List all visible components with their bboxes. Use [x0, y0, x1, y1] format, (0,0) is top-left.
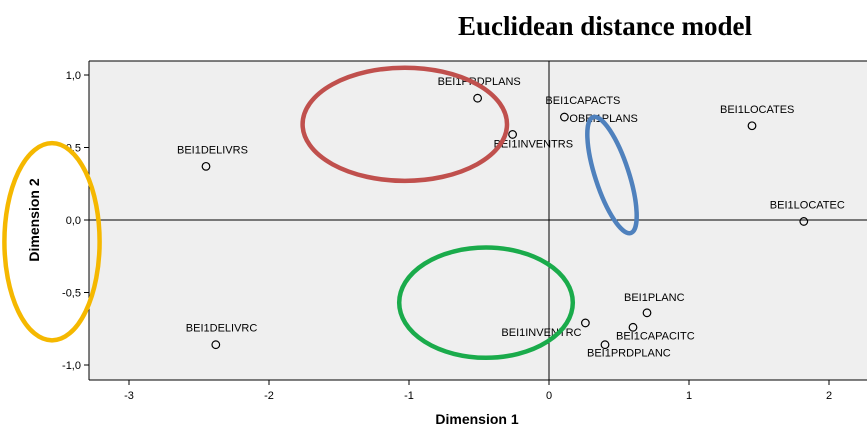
point-label: BEI1INVENTRS	[494, 138, 573, 150]
scatter-point	[473, 93, 483, 103]
point-label: BEI1DELIVRS	[177, 144, 248, 156]
annotation-ellipses	[2, 65, 639, 360]
point-label: BEI1PRDPLANC	[587, 348, 671, 360]
point-label: BEI1PLANC	[624, 292, 685, 304]
y-tick-label: 0,0	[66, 215, 81, 227]
scatter-point	[201, 161, 211, 171]
chart-title: Euclidean distance model	[458, 11, 753, 41]
y-tick-label: -0,5	[62, 288, 81, 300]
scatter-point	[600, 340, 610, 350]
point-label: BEI1LOCATES	[720, 104, 794, 116]
annotation-ellipse	[396, 245, 576, 360]
x-tick-label: 1	[686, 390, 692, 402]
point-label: BEI1LOCATEC	[770, 199, 845, 211]
scatter-point	[628, 322, 638, 332]
point-label: BEI1CAPACITC	[616, 330, 695, 342]
scatter-point	[211, 340, 221, 350]
x-tick-label: 0	[546, 390, 552, 402]
scatter-point	[799, 217, 809, 226]
annotation-ellipse	[2, 140, 102, 343]
y-tick-label: 1,0	[66, 70, 81, 82]
scatter-point	[642, 308, 652, 318]
scatter-point	[747, 121, 757, 131]
x-axis-label: Dimension 1	[435, 411, 518, 427]
point-label: BEI1PRDPLANS	[438, 76, 521, 88]
point-label: BEI1INVENTRC	[501, 327, 581, 339]
scatter-point	[508, 130, 517, 139]
annotation-ellipse	[300, 65, 510, 184]
y-axis-label: Dimension 2	[26, 178, 42, 261]
x-tick-label: -3	[124, 390, 134, 402]
annotation-ellipse	[585, 114, 639, 236]
x-tick-label: 2	[826, 390, 832, 402]
point-label: BEI1CAPACTS	[545, 95, 620, 107]
y-axis-ticks: 1,00,50,0-0,5-1,0	[62, 70, 89, 372]
y-tick-label: -1,0	[62, 360, 81, 372]
x-axis-ticks: -3 -2 -1 0 1 2	[124, 380, 832, 402]
x-tick-label: -1	[404, 390, 414, 402]
scatter-point	[560, 112, 569, 122]
scatter-point	[581, 318, 590, 328]
point-label: BEI1DELIVRC	[186, 323, 258, 335]
x-tick-label: -2	[264, 390, 274, 402]
